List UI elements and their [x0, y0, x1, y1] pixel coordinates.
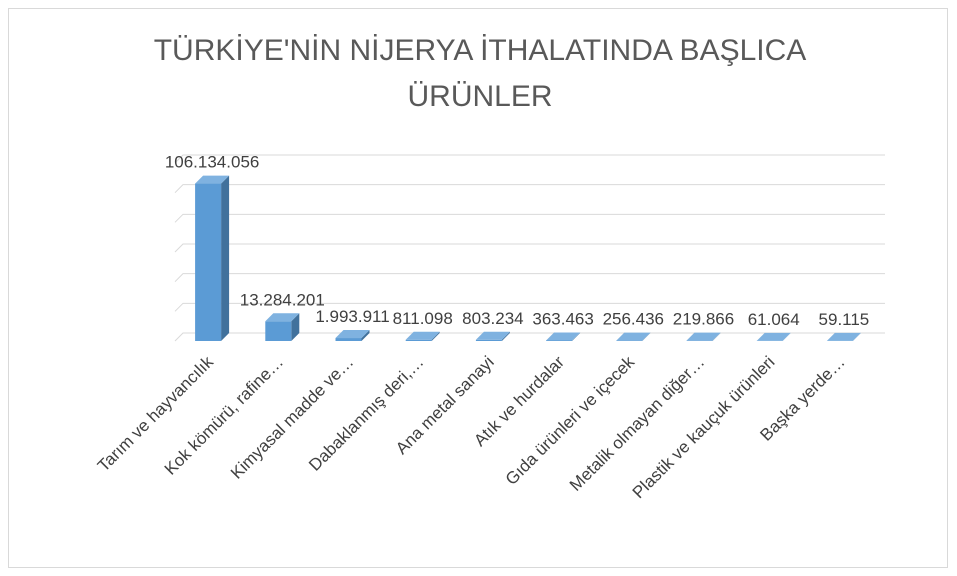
- bar-top: [335, 330, 370, 339]
- bar-side: [572, 332, 581, 341]
- data-label: 803.234: [462, 309, 523, 328]
- bar-front: [195, 183, 222, 341]
- bar-front: [475, 339, 502, 341]
- grid-line: [174, 302, 885, 312]
- bar-top: [616, 332, 651, 341]
- bar: [546, 332, 581, 341]
- data-label: 61.064: [748, 310, 800, 329]
- data-label: 59.115: [819, 310, 870, 329]
- data-label: 106.134.056: [165, 153, 260, 172]
- bar-side: [501, 331, 510, 341]
- data-label: 219.866: [673, 310, 734, 329]
- bar-front: [265, 321, 292, 341]
- bar-top: [826, 332, 861, 341]
- bar-side: [852, 332, 861, 341]
- bar-side: [291, 313, 300, 341]
- chart-title: TÜRKİYE'NİN NİJERYA İTHALATINDA BAŞLICA …: [153, 34, 807, 113]
- grid-line: [174, 154, 885, 164]
- data-label: 13.284.201: [240, 290, 325, 309]
- bar: [405, 331, 440, 341]
- bar-front: [405, 339, 432, 341]
- bar-front: [335, 338, 362, 341]
- bar: [265, 313, 300, 341]
- bar-top: [405, 331, 440, 340]
- bar-side: [782, 332, 791, 341]
- bar: [475, 331, 510, 341]
- bar: [616, 332, 651, 341]
- chart-frame: [8, 8, 948, 568]
- bar-side: [361, 330, 370, 341]
- bar-top: [265, 313, 300, 322]
- bar-top: [546, 332, 581, 341]
- bar-top: [475, 331, 510, 340]
- grid-line: [174, 332, 885, 342]
- grid-line: [174, 213, 885, 223]
- bar-side: [431, 331, 440, 341]
- bar-front: [546, 340, 573, 341]
- data-label: 1.993.911: [315, 307, 389, 326]
- bar-top: [195, 175, 230, 184]
- grid-line: [174, 184, 885, 194]
- data-label: 363.463: [532, 309, 593, 328]
- bar: [195, 175, 230, 341]
- grid-line: [174, 243, 885, 253]
- bar-side: [642, 332, 651, 341]
- bar-side: [221, 175, 230, 341]
- bar: [756, 332, 791, 341]
- bar: [686, 332, 721, 341]
- grid-line: [174, 273, 885, 283]
- data-label: 256.436: [603, 310, 664, 329]
- bar: [826, 332, 861, 341]
- bar-top: [686, 332, 721, 341]
- bar-top: [756, 332, 791, 341]
- bar: [335, 330, 370, 341]
- data-label: 811.098: [393, 309, 453, 328]
- bar-side: [712, 332, 721, 341]
